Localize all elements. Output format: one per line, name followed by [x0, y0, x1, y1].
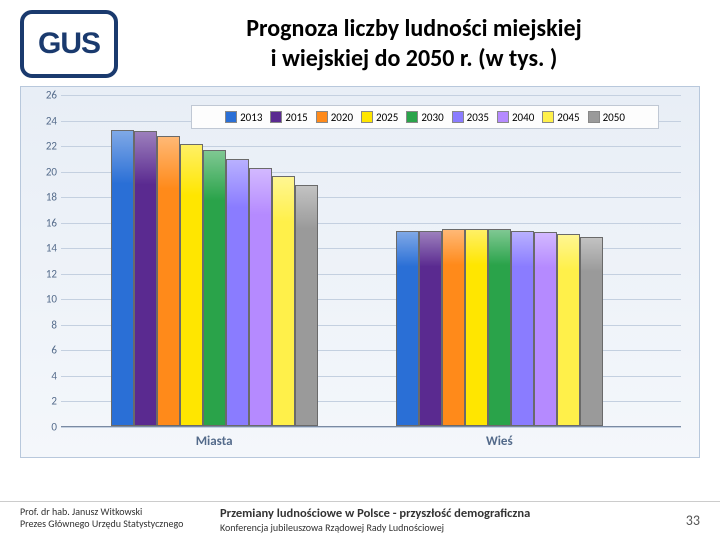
- bar: [465, 229, 488, 426]
- bar: [557, 234, 580, 426]
- bar: [534, 232, 557, 426]
- bar: [249, 168, 272, 426]
- bar: [157, 136, 180, 426]
- bar-group: [111, 130, 318, 426]
- y-tick-label: 10: [33, 293, 57, 306]
- page-number: 33: [660, 502, 700, 529]
- legend-label: 2035: [467, 111, 489, 124]
- legend-label: 2040: [512, 111, 534, 124]
- legend-swatch: [588, 111, 600, 123]
- footer-author: Prof. dr hab. Janusz Witkowski Prezes Gł…: [20, 502, 220, 531]
- legend-label: 2013: [240, 111, 262, 124]
- bar: [580, 237, 603, 426]
- chart-legend: 2013 2015 2020 2025 2030 2035 2040 2045 2050: [191, 105, 659, 129]
- x-tick-label: Miasta: [174, 434, 254, 449]
- legend-swatch: [270, 111, 282, 123]
- logo-text: GUS: [38, 27, 100, 61]
- page-title: Prognoza liczby ludności miejskiej i wie…: [128, 10, 700, 74]
- legend-item: 2015: [270, 111, 307, 124]
- y-tick-label: 2: [33, 395, 57, 408]
- chart-plot: 02468101214161820222426MiastaWieś: [61, 95, 681, 427]
- legend-label: 2025: [376, 111, 398, 124]
- bar: [226, 159, 249, 426]
- y-tick-label: 8: [33, 318, 57, 331]
- legend-swatch: [542, 111, 554, 123]
- bar: [203, 150, 226, 426]
- bar: [111, 130, 134, 426]
- bar: [511, 231, 534, 426]
- bar: [442, 229, 465, 426]
- y-tick-label: 20: [33, 165, 57, 178]
- chart: 02468101214161820222426MiastaWieś 201320…: [20, 86, 700, 458]
- legend-item: 2045: [542, 111, 579, 124]
- y-tick-label: 6: [33, 344, 57, 357]
- footer-center: Przemiany ludnościowe w Polsce - przyszł…: [220, 502, 660, 534]
- bar: [272, 176, 295, 426]
- footer: Prof. dr hab. Janusz Witkowski Prezes Gł…: [0, 501, 720, 534]
- bar: [180, 144, 203, 426]
- y-tick-label: 22: [33, 140, 57, 153]
- footer-center-title: Przemiany ludnościowe w Polsce - przyszł…: [220, 506, 660, 522]
- bar: [488, 229, 511, 426]
- legend-label: 2030: [421, 111, 443, 124]
- legend-item: 2013: [225, 111, 262, 124]
- legend-item: 2040: [497, 111, 534, 124]
- legend-swatch: [406, 111, 418, 123]
- legend-label: 2045: [557, 111, 579, 124]
- bar: [134, 131, 157, 426]
- grid-line: [61, 427, 681, 428]
- y-tick-label: 26: [33, 89, 57, 102]
- x-axis: [61, 426, 681, 427]
- y-tick-label: 24: [33, 114, 57, 127]
- logo: GUS: [20, 10, 118, 78]
- bar: [396, 231, 419, 426]
- legend-swatch: [497, 111, 509, 123]
- y-tick-label: 18: [33, 191, 57, 204]
- y-tick-label: 16: [33, 216, 57, 229]
- x-tick-label: Wieś: [459, 434, 539, 449]
- legend-item: 2020: [316, 111, 353, 124]
- legend-label: 2050: [603, 111, 625, 124]
- legend-label: 2015: [285, 111, 307, 124]
- grid-line: [61, 95, 681, 96]
- legend-label: 2020: [331, 111, 353, 124]
- footer-author-title: Prezes Głównego Urzędu Statystycznego: [20, 518, 220, 531]
- legend-item: 2050: [588, 111, 625, 124]
- legend-swatch: [225, 111, 237, 123]
- bar: [419, 231, 442, 426]
- y-tick-label: 0: [33, 421, 57, 434]
- legend-swatch: [361, 111, 373, 123]
- legend-item: 2030: [406, 111, 443, 124]
- title-line-1: Prognoza liczby ludności miejskiej: [246, 14, 581, 43]
- bar-group: [396, 229, 603, 426]
- legend-item: 2035: [452, 111, 489, 124]
- legend-swatch: [452, 111, 464, 123]
- y-tick-label: 4: [33, 369, 57, 382]
- footer-center-sub: Konferencja jubileuszowa Rządowej Rady L…: [220, 522, 660, 535]
- y-tick-label: 12: [33, 267, 57, 280]
- title-line-2: i wiejskiej do 2050 r. (w tys. ): [271, 44, 558, 73]
- legend-item: 2025: [361, 111, 398, 124]
- legend-swatch: [316, 111, 328, 123]
- y-tick-label: 14: [33, 242, 57, 255]
- bar: [295, 185, 318, 426]
